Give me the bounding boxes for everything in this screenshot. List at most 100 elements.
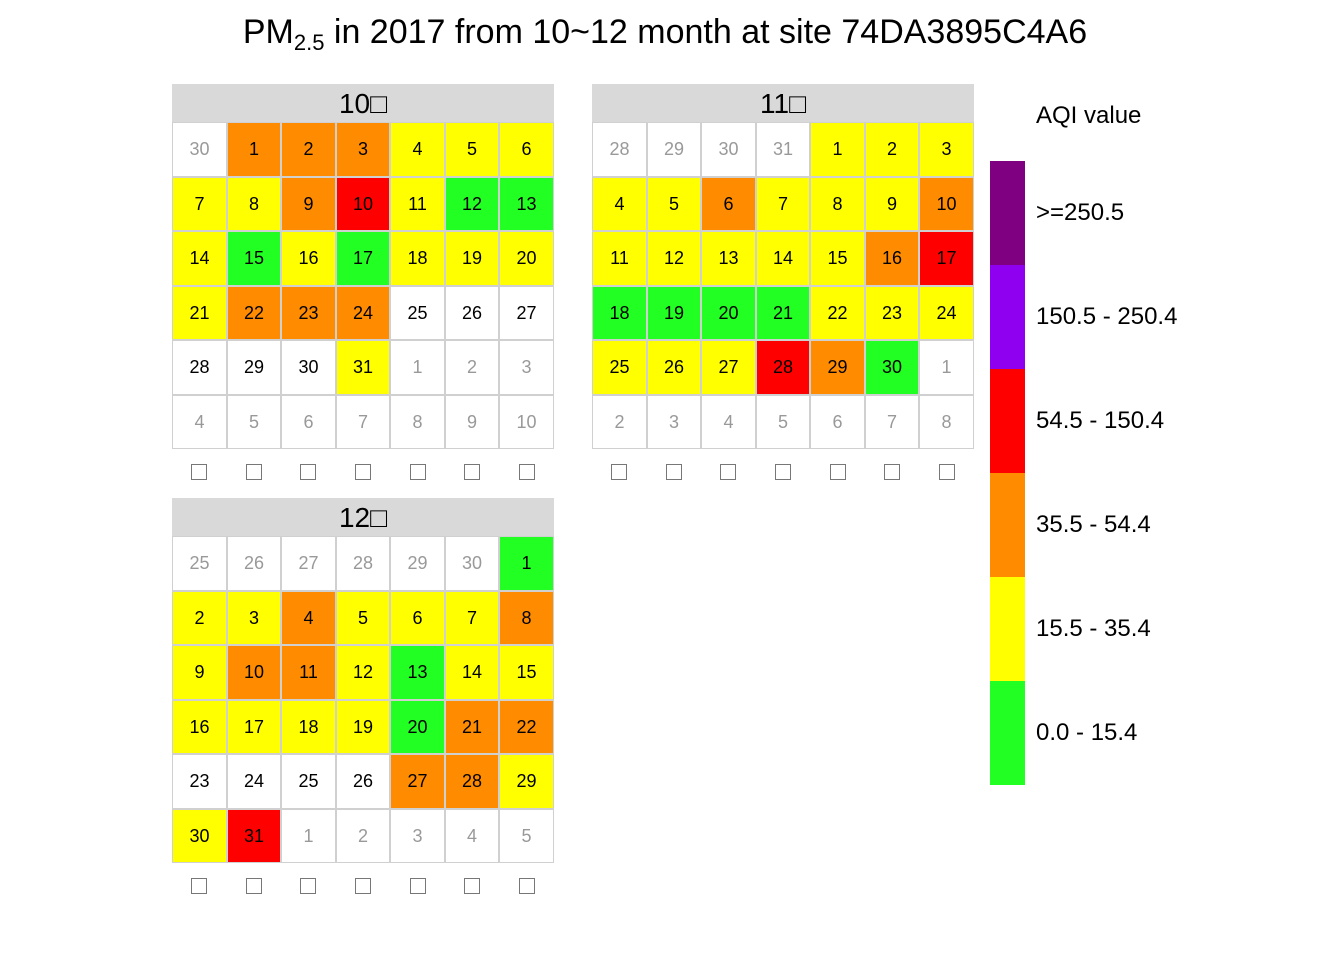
calendar-day-cell: 4 [390,122,445,177]
weekday-label [300,464,316,480]
calendar-day-cell: 12 [445,177,499,231]
calendar-day-cell: 24 [336,286,390,340]
weekday-label [939,464,955,480]
legend-label: >=250.5 [1036,199,1125,226]
calendar-day-cell: 14 [172,231,227,286]
calendar-day-cell: 5 [336,591,390,645]
calendar-day-cell: 8 [227,177,281,231]
month-strip-label: 12□ [172,498,554,536]
calendar-day-cell: 6 [810,395,865,449]
calendar-day-cell: 11 [390,177,445,231]
calendar-day-cell: 17 [919,231,974,286]
calendar-day-cell: 3 [647,395,701,449]
weekday-label [611,464,627,480]
calendar-day-cell: 28 [172,340,227,395]
calendar-day-cell: 29 [390,536,445,591]
calendar-day-cell: 28 [336,536,390,591]
calendar-day-cell: 16 [865,231,919,286]
legend-label: 54.5 - 150.4 [1036,407,1165,434]
legend-label: 0.0 - 15.4 [1036,719,1138,746]
calendar-day-cell: 10 [919,177,974,231]
calendar-day-cell: 26 [227,536,281,591]
calendar-day-cell: 9 [281,177,336,231]
weekday-label [464,878,480,894]
chart-title-prefix: PM [242,13,294,51]
calendar-day-cell: 10 [227,645,281,700]
month-panel-dec: 12□ 25 26 27 28 29 30 1 2 3 4 5 6 7 8 9 10 11 12 13 14 15 16 1… [172,498,554,900]
calendar-day-cell: 4 [281,591,336,645]
calendar-day-cell: 5 [647,177,701,231]
calendar-day-cell: 3 [227,591,281,645]
calendar-day-cell: 26 [647,340,701,395]
calendar-day-cell: 25 [172,536,227,591]
calendar-day-cell: 2 [281,122,336,177]
calendar-day-cell: 6 [499,122,554,177]
calendar-day-cell: 31 [227,809,281,863]
calendar-day-cell: 13 [701,231,756,286]
weekday-label [830,464,846,480]
legend-title: AQI value [1036,102,1142,129]
calendar-day-cell: 7 [445,591,499,645]
weekday-label [246,464,262,480]
calendar-day-cell: 7 [172,177,227,231]
calendar-day-cell: 9 [865,177,919,231]
weekday-label [464,464,480,480]
month-strip-label: 11□ [592,84,974,122]
calendar-grid: 25 26 27 28 29 30 1 2 3 4 5 6 7 8 9 10 11 12 13 14 15 16 17 18 1… [172,536,554,863]
calendar-day-cell: 18 [281,700,336,754]
calendar-day-cell: 26 [336,754,390,809]
legend-label: 15.5 - 35.4 [1036,615,1151,642]
calendar-day-cell: 29 [647,122,701,177]
calendar-day-cell: 1 [919,340,974,395]
calendar-day-cell: 23 [865,286,919,340]
calendar-day-cell: 2 [172,591,227,645]
calendar-day-cell: 27 [390,754,445,809]
legend-swatch [990,473,1025,577]
month-panel-oct: 10□ 30 1 2 3 4 5 6 7 8 9 10 11 12 13 14 15 16 17 18 19 20 21 2… [172,84,554,486]
calendar-day-cell: 7 [756,177,810,231]
legend-swatch [990,265,1025,369]
weekday-label [666,464,682,480]
calendar-day-cell: 26 [445,286,499,340]
calendar-day-cell: 9 [445,395,499,449]
calendar-day-cell: 31 [756,122,810,177]
calendar-day-cell: 4 [701,395,756,449]
calendar-day-cell: 19 [647,286,701,340]
month-panel-nov: 11□ 28 29 30 31 1 2 3 4 5 6 7 8 9 10 11 12 13 14 15 16 17 18 1… [592,84,974,486]
weekday-axis [172,460,554,486]
calendar-day-cell: 14 [756,231,810,286]
calendar-day-cell: 7 [336,395,390,449]
calendar-day-cell: 5 [445,122,499,177]
calendar-day-cell: 24 [919,286,974,340]
calendar-day-cell: 3 [499,340,554,395]
calendar-day-cell: 11 [281,645,336,700]
calendar-day-cell: 20 [390,700,445,754]
calendar-day-cell: 3 [390,809,445,863]
legend-swatch [990,681,1025,785]
calendar-day-cell: 10 [336,177,390,231]
calendar-day-cell: 27 [701,340,756,395]
weekday-label [246,878,262,894]
calendar-day-cell: 22 [499,700,554,754]
weekday-label [519,878,535,894]
calendar-day-cell: 28 [592,122,647,177]
calendar-day-cell: 27 [499,286,554,340]
calendar-day-cell: 11 [592,231,647,286]
calendar-grid: 30 1 2 3 4 5 6 7 8 9 10 11 12 13 14 15 16 17 18 19 20 21 22 23 2… [172,122,554,449]
calendar-day-cell: 21 [172,286,227,340]
chart-title-suffix: in 2017 from 10~12 month at site 74DA389… [324,13,1088,51]
calendar-day-cell: 6 [281,395,336,449]
weekday-label [191,464,207,480]
calendar-day-cell: 4 [445,809,499,863]
calendar-day-cell: 2 [336,809,390,863]
calendar-day-cell: 3 [919,122,974,177]
calendar-day-cell: 28 [756,340,810,395]
calendar-day-cell: 28 [445,754,499,809]
chart-title-subscript: 2.5 [293,30,325,55]
calendar-day-cell: 12 [647,231,701,286]
calendar-day-cell: 1 [810,122,865,177]
calendar-day-cell: 17 [227,700,281,754]
calendar-day-cell: 8 [810,177,865,231]
legend-swatch [990,369,1025,473]
calendar-day-cell: 5 [499,809,554,863]
